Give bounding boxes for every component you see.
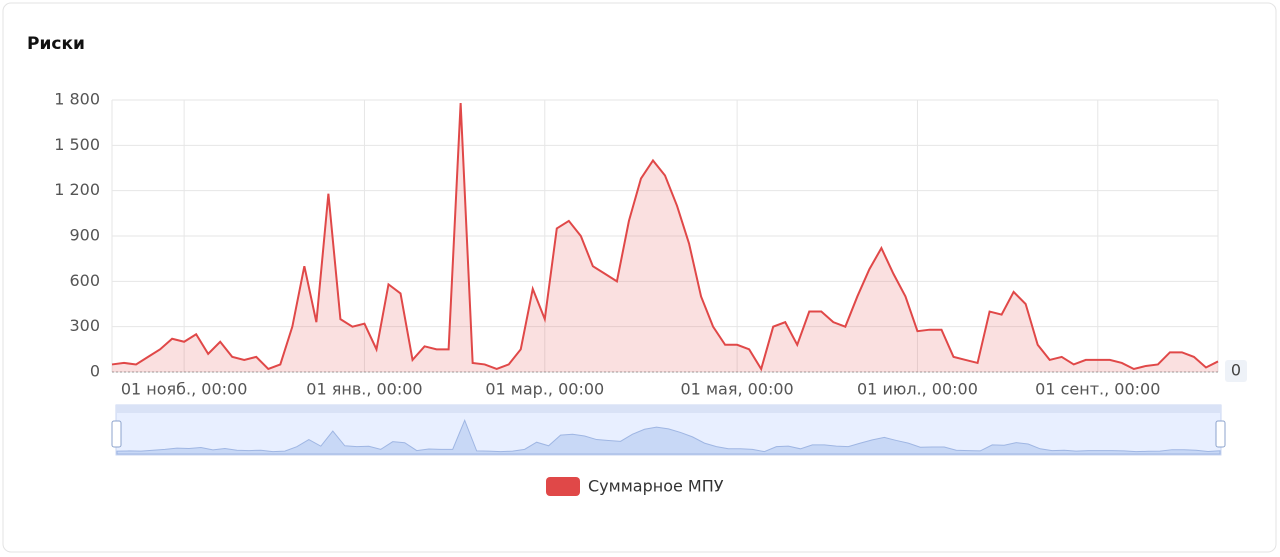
y-tick-label: 1 800 (54, 90, 100, 109)
y-tick-label: 0 (90, 362, 100, 381)
y-tick-label: 600 (69, 271, 100, 290)
x-tick-label: 01 мар., 00:00 (485, 380, 604, 399)
zoom-handle-left[interactable] (111, 420, 122, 448)
area (112, 103, 1218, 373)
y-tick-label: 300 (69, 316, 100, 335)
legend-label: Суммарное МПУ (588, 477, 724, 496)
y-tick-label: 1 500 (54, 135, 100, 154)
line (111, 102, 1219, 372)
y-tick-label: 1 200 (54, 180, 100, 199)
pointer-label-bg (1225, 360, 1247, 382)
x-tick-label: 01 мая, 00:00 (681, 380, 794, 399)
zoom-preview (116, 419, 1221, 455)
x-tick-label: 01 янв., 00:00 (306, 380, 422, 399)
x-tick-label: 01 июл., 00:00 (857, 380, 978, 399)
chart-title: Риски (27, 34, 85, 54)
pointer-label: 0 (1231, 361, 1241, 380)
zoom-bar[interactable] (116, 405, 1221, 413)
zoom-handle-right[interactable] (1215, 420, 1226, 448)
y-tick-label: 900 (69, 226, 100, 245)
x-tick-label: 01 сент., 00:00 (1035, 380, 1160, 399)
legend-swatch (546, 477, 580, 496)
x-tick-label: 01 нояб., 00:00 (121, 380, 248, 399)
